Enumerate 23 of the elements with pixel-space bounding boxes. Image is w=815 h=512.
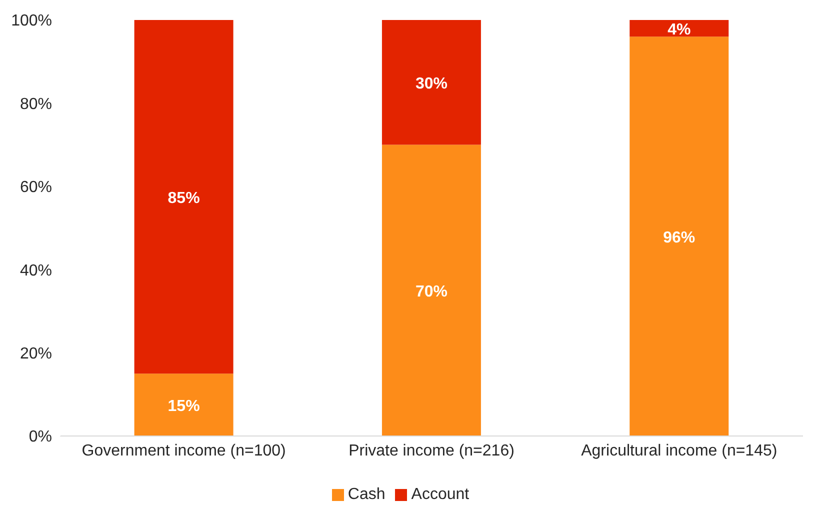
bar	[382, 144, 481, 436]
y-tick-label: 80%	[20, 96, 52, 113]
bar	[630, 20, 729, 37]
data-label: 4%	[668, 21, 691, 38]
data-label: 96%	[663, 229, 696, 246]
data-label: 85%	[168, 190, 200, 207]
y-tick-label: 40%	[20, 262, 52, 280]
bar	[134, 20, 234, 374]
legend-label: Account	[411, 486, 470, 503]
data-label: 15%	[168, 398, 200, 415]
bar	[134, 374, 234, 436]
y-tick-label: 100%	[11, 12, 52, 30]
legend-label: Cash	[348, 486, 386, 503]
y-tick-label: 20%	[20, 345, 52, 362]
y-tick-label: 0%	[28, 428, 52, 446]
bar	[382, 20, 481, 145]
data-label: 30%	[415, 75, 448, 92]
y-tick-label: 60%	[20, 179, 52, 196]
bar	[630, 36, 729, 436]
x-tick-label: Agricultural income (n=145)	[581, 442, 778, 460]
x-tick-label: Government income (n=100)	[82, 442, 286, 460]
x-tick-label: Private income (n=216)	[348, 442, 514, 460]
data-label: 70%	[415, 283, 448, 300]
